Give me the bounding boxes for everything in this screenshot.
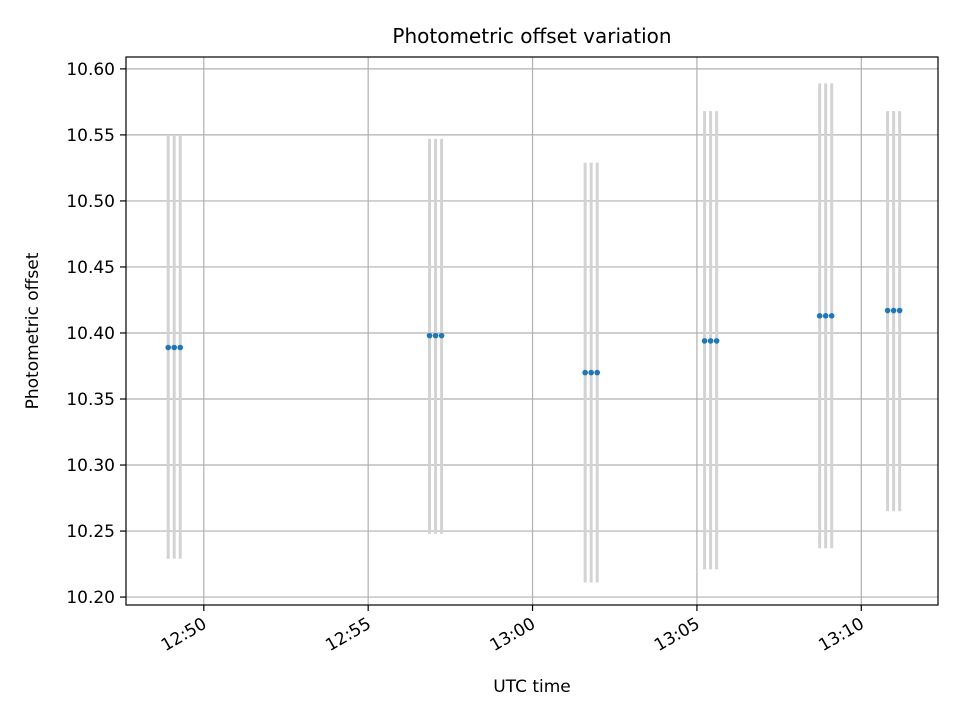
- data-point: [594, 369, 601, 376]
- chart-title: Photometric offset variation: [392, 24, 671, 48]
- data-point: [890, 307, 897, 314]
- y-tick-label: 10.20: [66, 588, 115, 608]
- data-point: [426, 332, 433, 339]
- data-point: [713, 338, 720, 344]
- data-point: [438, 332, 445, 339]
- data-point: [822, 313, 829, 319]
- data-point: [816, 313, 823, 319]
- y-tick-label: 10.55: [66, 126, 115, 146]
- data-point: [884, 307, 891, 314]
- y-tick-label: 10.35: [66, 390, 115, 410]
- data-point: [588, 369, 594, 376]
- grid: [126, 57, 938, 605]
- data-point: [171, 344, 178, 351]
- data-point: [165, 344, 171, 351]
- data-point: [828, 313, 835, 319]
- y-axis: 10.20 10.25 10.30 10.35 10.40 10.45 10.50 10.55…: [66, 60, 126, 608]
- data-point: [701, 338, 708, 344]
- data-point: [707, 338, 714, 344]
- y-tick-label: 10.45: [66, 258, 115, 278]
- data-point: [582, 369, 588, 376]
- y-tick-label: 10.60: [66, 60, 115, 80]
- y-tick-label: 10.40: [66, 324, 115, 344]
- data-point: [896, 307, 903, 314]
- x-axis-title: UTC time: [493, 677, 571, 697]
- data-point: [432, 332, 439, 339]
- y-tick-label: 10.50: [66, 192, 115, 212]
- data-points: [165, 307, 903, 376]
- y-tick-label: 10.25: [66, 522, 115, 542]
- y-axis-title: Photometric offset: [23, 252, 43, 409]
- y-tick-label: 10.30: [66, 456, 115, 476]
- data-point: [177, 344, 184, 351]
